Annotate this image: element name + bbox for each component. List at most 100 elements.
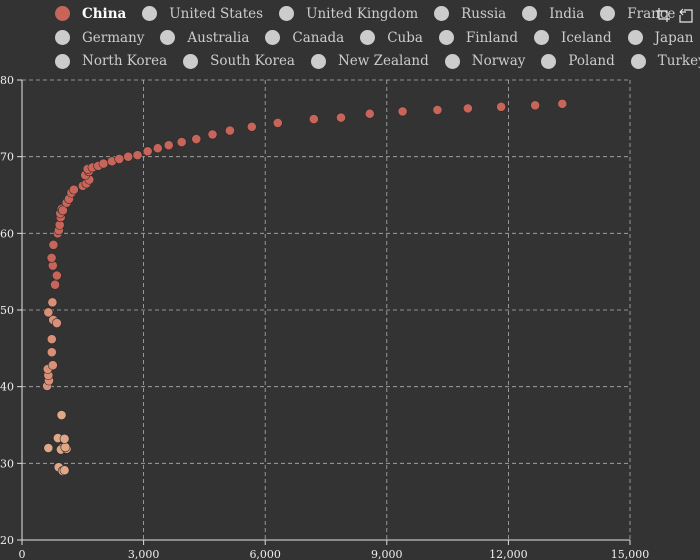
x-tick-label: 12,000	[489, 548, 528, 560]
legend-item-japan[interactable]: Japan	[627, 29, 694, 46]
legend-item-russia[interactable]: Russia	[434, 6, 506, 22]
data-point	[47, 297, 58, 308]
legend-item-norway[interactable]: Norway	[444, 53, 526, 70]
data-point	[176, 137, 187, 147]
legend-marker-icon	[55, 30, 70, 46]
legend-marker-icon	[279, 6, 295, 22]
data-point	[132, 150, 143, 161]
legend-label: Finland	[465, 29, 519, 46]
legend-item-united-states[interactable]: United States	[142, 6, 263, 22]
data-point	[47, 360, 58, 371]
legend-item-india[interactable]: India	[522, 6, 584, 22]
legend-item-south-korea[interactable]: South Korea	[183, 53, 295, 69]
legend-item-poland[interactable]: Poland	[541, 53, 615, 70]
legend-item-finland[interactable]: Finland	[438, 29, 519, 46]
data-point	[308, 114, 319, 124]
data-point	[59, 465, 70, 476]
data-point	[462, 103, 473, 114]
data-point	[530, 100, 541, 111]
legend-marker-icon	[310, 53, 326, 69]
legend-item-australia[interactable]: Australia	[160, 30, 249, 46]
axes: 0 3,000 6,000 9,000 12,000 15,000 20 30 40 50 60 70…	[0, 74, 649, 560]
legend-marker-icon	[55, 53, 70, 69]
legend: China United States United Kingdom Russia In…	[55, 2, 700, 73]
legend-marker-icon	[434, 6, 450, 22]
data-point	[43, 443, 54, 453]
data-point	[432, 105, 443, 115]
y-tick-label: 70	[0, 151, 14, 164]
legend-marker-icon	[534, 30, 550, 46]
data-point	[246, 121, 257, 132]
y-tick-label: 20	[0, 534, 14, 547]
legend-marker-icon	[438, 30, 454, 46]
data-point	[123, 151, 134, 162]
data-point	[397, 106, 408, 117]
legend-label: Poland	[568, 53, 615, 70]
data-point	[48, 239, 59, 250]
legend-label: Japan	[654, 29, 694, 46]
x-tick-label: 6,000	[249, 548, 281, 560]
legend-item-united-kingdom[interactable]: United Kingdom	[279, 6, 418, 22]
legend-label: India	[549, 5, 585, 22]
data-point	[50, 279, 60, 290]
y-tick-label: 60	[0, 227, 14, 240]
legend-marker-icon	[142, 6, 158, 22]
data-point	[59, 433, 70, 444]
data-point	[46, 347, 57, 358]
x-tick-label: 0	[19, 548, 26, 560]
data-point	[142, 146, 153, 157]
legend-marker-icon	[160, 30, 176, 46]
data-point	[46, 252, 57, 263]
legend-label: Iceland	[561, 29, 612, 46]
legend-label: China	[82, 5, 127, 22]
legend-label: Russia	[461, 5, 507, 22]
legend-item-north-korea[interactable]: North Korea	[55, 53, 167, 69]
data-point	[51, 270, 62, 281]
data-point	[336, 112, 346, 123]
data-point	[43, 307, 54, 318]
legend-row: North Korea South Korea New Zealand Norway P…	[55, 49, 700, 73]
data-point	[272, 118, 283, 128]
y-tick-label: 40	[0, 381, 14, 394]
legend-label: Turkey	[657, 53, 700, 70]
legend-item-germany[interactable]: Germany	[55, 30, 144, 46]
data-point	[557, 98, 568, 109]
data-point	[56, 410, 67, 420]
legend-item-china[interactable]: China	[55, 6, 126, 22]
legend-marker-icon	[630, 53, 646, 69]
data-points	[42, 98, 568, 476]
legend-row: China United States United Kingdom Russia In…	[55, 2, 675, 26]
legend-item-cuba[interactable]: Cuba	[360, 30, 423, 46]
data-zoom-icon[interactable]	[655, 7, 671, 23]
data-point	[364, 108, 375, 119]
y-tick-label: 50	[0, 304, 14, 317]
data-point	[68, 184, 79, 195]
legend-row: Germany Australia Canada Cuba Finland Iceland…	[55, 26, 693, 50]
toolbox	[648, 7, 694, 23]
legend-label: Norway	[471, 53, 526, 70]
legend-item-new-zealand[interactable]: New Zealand	[310, 53, 429, 69]
grid	[22, 79, 631, 540]
legend-marker-icon	[600, 6, 616, 22]
data-point	[152, 143, 163, 154]
legend-marker-icon	[265, 30, 281, 46]
legend-label: United States	[169, 5, 264, 22]
legend-label: North Korea	[82, 53, 168, 70]
legend-marker-icon	[627, 30, 643, 46]
restore-icon[interactable]	[678, 7, 694, 23]
legend-marker-icon	[183, 53, 199, 69]
legend-marker-icon	[541, 53, 557, 69]
legend-item-iceland[interactable]: Iceland	[534, 30, 612, 46]
legend-label: Australia	[187, 29, 250, 46]
legend-item-france[interactable]: France	[600, 6, 675, 22]
legend-item-turkey[interactable]: Turkey	[630, 53, 700, 70]
data-point	[163, 140, 174, 151]
data-point	[46, 334, 57, 345]
legend-item-canada[interactable]: Canada	[265, 30, 344, 46]
legend-marker-icon	[522, 6, 538, 22]
y-tick-label: 30	[0, 457, 14, 470]
x-tick-label: 9,000	[371, 548, 403, 560]
x-tick-label: 3,000	[128, 548, 160, 560]
data-point	[51, 318, 62, 328]
